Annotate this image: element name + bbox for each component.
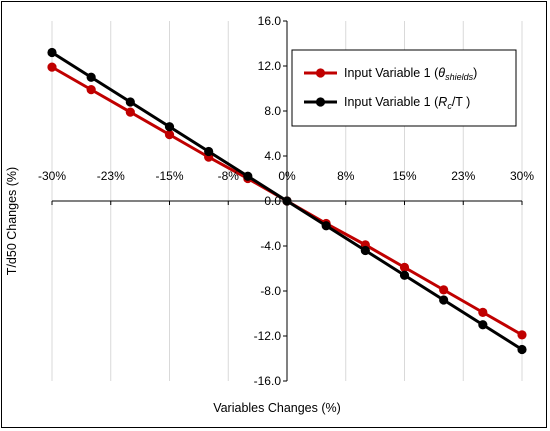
series-2-point (321, 221, 331, 231)
legend-item-2: Input Variable 1 (Rc/T ) (304, 95, 470, 111)
y-axis-label: T/d50 Changes (%) (5, 167, 19, 275)
y-tick-label: 4.0 (264, 149, 281, 163)
series-2-point (243, 171, 253, 181)
legend-box (291, 49, 517, 127)
legend-marker-series-2 (315, 97, 326, 107)
x-tick-label: 8% (337, 169, 355, 183)
series-2 (47, 47, 527, 355)
series-1-point (399, 262, 410, 272)
series-2-point (86, 72, 96, 82)
series-2-point (399, 270, 410, 280)
legend-marker-series-1 (315, 68, 326, 78)
legend: Input Variable 1 (θshields) Input Variab… (291, 49, 517, 127)
legend-label-series-1: Input Variable 1 (θshields) (344, 66, 477, 82)
series-1-point (86, 85, 96, 95)
series-1-point (517, 330, 527, 340)
series-2-point (360, 245, 370, 256)
series-2-point (439, 295, 449, 305)
x-tick-label: 30% (510, 169, 534, 183)
y-tick-label: 8.0 (264, 104, 281, 118)
series-1-point (125, 107, 135, 117)
y-tick-label: -12.0 (254, 329, 282, 343)
series-2-point (282, 196, 292, 206)
x-tick-label: 15% (392, 169, 416, 183)
tick-labels: 16.0 12.0 8.0 4.0 0.0 -4.0 -8.0 -12.0 -16.0 -30% -… (38, 14, 534, 388)
y-tick-label: -16.0 (254, 374, 282, 388)
series-2-point (47, 47, 57, 58)
x-tick-label: -15% (155, 169, 183, 183)
series-2-point (517, 344, 527, 355)
series-layer (47, 47, 527, 355)
x-tick-label: -8% (218, 169, 240, 183)
series-1-point (164, 130, 175, 140)
y-tick-label: 12.0 (258, 59, 282, 73)
y-tick-label: 0.0 (264, 194, 281, 208)
series-1-point (439, 285, 449, 295)
series-1-point (478, 307, 488, 317)
x-tick-label: 0% (278, 169, 296, 183)
series-2-point (204, 146, 214, 157)
y-tick-label: -4.0 (260, 239, 281, 253)
legend-label-series-2: Input Variable 1 (Rc/T ) (344, 95, 470, 111)
legend-item-1: Input Variable 1 (θshields) (304, 66, 477, 82)
x-tick-label: -23% (97, 169, 125, 183)
series-2-point (164, 122, 175, 132)
x-axis-label: Variables Changes (%) (213, 401, 341, 415)
y-tick-label: -8.0 (260, 284, 281, 298)
series-1-point (47, 62, 57, 72)
y-tick-label: 16.0 (258, 14, 282, 28)
x-tick-label: -30% (38, 169, 66, 183)
x-tick-label: 23% (451, 169, 475, 183)
series-2-point (125, 97, 135, 107)
series-2-point (478, 320, 488, 330)
